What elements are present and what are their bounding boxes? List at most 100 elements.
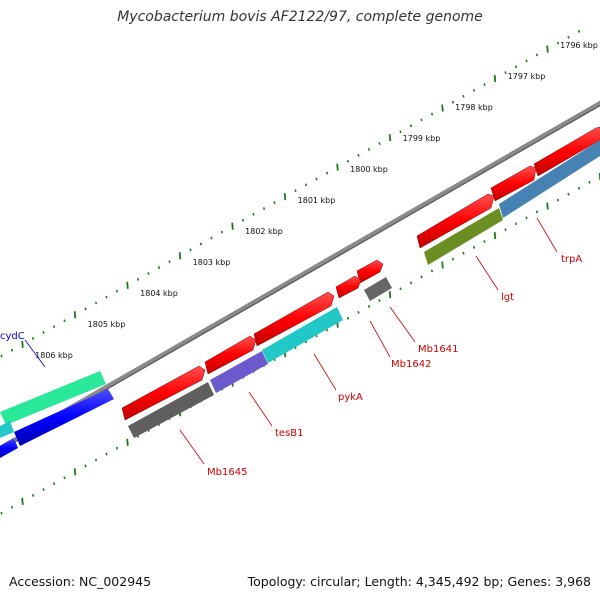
ruler-tick xyxy=(451,100,455,104)
ruler-tick xyxy=(283,193,287,201)
gene-label-pykA: pykA xyxy=(313,353,363,403)
cds-trpA[interactable] xyxy=(499,140,600,218)
inner-ruler-tick xyxy=(346,316,350,320)
ruler-tick-label: 1800 kbp xyxy=(350,165,388,174)
inner-ruler-tick xyxy=(493,231,497,240)
inner-ruler-tick xyxy=(94,458,98,462)
cds-Mb1642-forward[interactable] xyxy=(335,275,362,299)
gene-name-Mb1645: Mb1645 xyxy=(207,467,247,478)
ruler-tick xyxy=(157,266,161,269)
ruler-tick xyxy=(262,207,266,210)
ruler-tick xyxy=(420,118,423,122)
inner-ruler-tick xyxy=(535,210,539,214)
ruler-tick-label: 1798 kbp xyxy=(455,103,493,112)
gene-name-Mb1642: Mb1642 xyxy=(391,359,431,370)
ruler-tick xyxy=(0,354,3,358)
cds-forward-1797[interactable] xyxy=(490,165,537,202)
inner-ruler-tick xyxy=(525,216,528,220)
ruler-tick xyxy=(556,41,560,45)
ruler-tick xyxy=(31,337,35,340)
ruler-tick xyxy=(115,289,119,293)
ruler-tick-label: 1803 kbp xyxy=(193,258,231,267)
ruler-tick xyxy=(73,311,77,319)
cds-lgt-forward[interactable] xyxy=(416,193,495,249)
ruler-tick xyxy=(462,94,465,98)
gene-label-Mb1645: Mb1645 xyxy=(179,429,247,478)
ruler-tick xyxy=(493,74,497,83)
ruler-tick xyxy=(220,230,224,234)
ruler-tick xyxy=(525,59,528,63)
ruler-tick xyxy=(21,340,24,348)
inner-ruler-tick xyxy=(472,245,476,249)
ruler-tick xyxy=(178,252,182,260)
cds-pykA[interactable] xyxy=(262,307,343,363)
inner-ruler-tick xyxy=(483,240,486,243)
ruler-tick xyxy=(399,130,402,134)
gene-label-trpA: trpA xyxy=(536,217,582,265)
ruler-tick xyxy=(357,153,360,157)
gene-name-pykA: pykA xyxy=(338,392,363,403)
inner-ruler-tick xyxy=(514,222,518,226)
map-title: Mycobacterium bovis AF2122/97, complete … xyxy=(117,9,483,25)
gene-label-tesB1: tesB1 xyxy=(248,391,304,439)
inner-ruler-tick xyxy=(567,192,570,196)
ruler-labels: 1796 kbp 1797 kbp 1798 kbp 1799 kbp 1800 kbp… xyxy=(35,41,598,360)
ruler-tick xyxy=(168,260,171,264)
inner-ruler-tick xyxy=(0,511,3,515)
ruler-tick-label: 1797 kbp xyxy=(508,72,546,81)
cds-Mb1645[interactable] xyxy=(128,382,214,438)
gene-name-tesB1: tesB1 xyxy=(275,428,304,439)
ruler-tick xyxy=(273,201,276,204)
cds-cydC-left-cyan[interactable] xyxy=(0,421,14,438)
cds-Mb1641[interactable] xyxy=(364,277,392,301)
cds-tesB1-forward[interactable] xyxy=(204,335,257,375)
inner-ruler-tick xyxy=(126,438,129,446)
ruler-tick xyxy=(136,277,140,281)
ruler-tick xyxy=(199,242,203,246)
inner-ruler-tick xyxy=(546,202,549,210)
inner-ruler-tick xyxy=(84,464,87,468)
inner-ruler-tick xyxy=(63,476,66,480)
inner-ruler-tick xyxy=(105,452,108,456)
ruler-tick xyxy=(567,35,570,39)
ruler-tick xyxy=(42,331,45,334)
gene-label-cydC: cydC xyxy=(0,331,46,368)
ruler-tick xyxy=(409,124,413,128)
feature-tracks xyxy=(0,126,600,458)
gene-name-Mb1641: Mb1641 xyxy=(418,344,458,355)
cds-Mb1645-forward[interactable] xyxy=(121,365,206,421)
inner-ruler-tick xyxy=(367,305,371,308)
inner-ruler-tick xyxy=(556,198,560,202)
ruler-tick xyxy=(241,218,245,222)
gene-name-cydC: cydC xyxy=(0,331,25,342)
inner-ruler-tick xyxy=(31,494,35,497)
ruler-tick xyxy=(546,45,549,53)
cds-blue-edge[interactable] xyxy=(0,438,18,458)
ruler-tick xyxy=(577,29,581,33)
ruler-tick xyxy=(346,159,350,163)
ruler-tick xyxy=(472,88,476,92)
cds-tesB1[interactable] xyxy=(210,351,268,393)
ruler-tick xyxy=(231,222,234,230)
ruler-tick-label: 1804 kbp xyxy=(140,289,178,298)
cds-lgt[interactable] xyxy=(424,208,503,265)
ruler-tick-label: 1799 kbp xyxy=(403,134,441,143)
cds-blue-1806[interactable] xyxy=(14,389,114,446)
ruler-tick xyxy=(84,307,87,311)
ruler-tick xyxy=(514,65,518,69)
gene-name-trpA: trpA xyxy=(561,254,582,265)
ruler-tick xyxy=(388,134,392,142)
ruler-tick-label: 1806 kbp xyxy=(35,351,73,360)
inner-ruler-tick xyxy=(451,257,455,261)
cds-trpA-forward[interactable] xyxy=(533,126,600,177)
ruler-tick xyxy=(504,71,507,75)
cds-pykA-forward[interactable] xyxy=(253,291,335,347)
ruler-tick xyxy=(189,248,192,252)
reverse-cds-track xyxy=(0,140,600,458)
cds-Mb1641-forward[interactable] xyxy=(356,259,384,284)
inner-ruler-tick xyxy=(52,482,56,486)
ruler-tick xyxy=(63,319,66,323)
accession-label: Accession: NC_002945 xyxy=(9,574,152,589)
cds-cydC[interactable] xyxy=(0,371,106,425)
ruler-tick xyxy=(325,171,329,175)
